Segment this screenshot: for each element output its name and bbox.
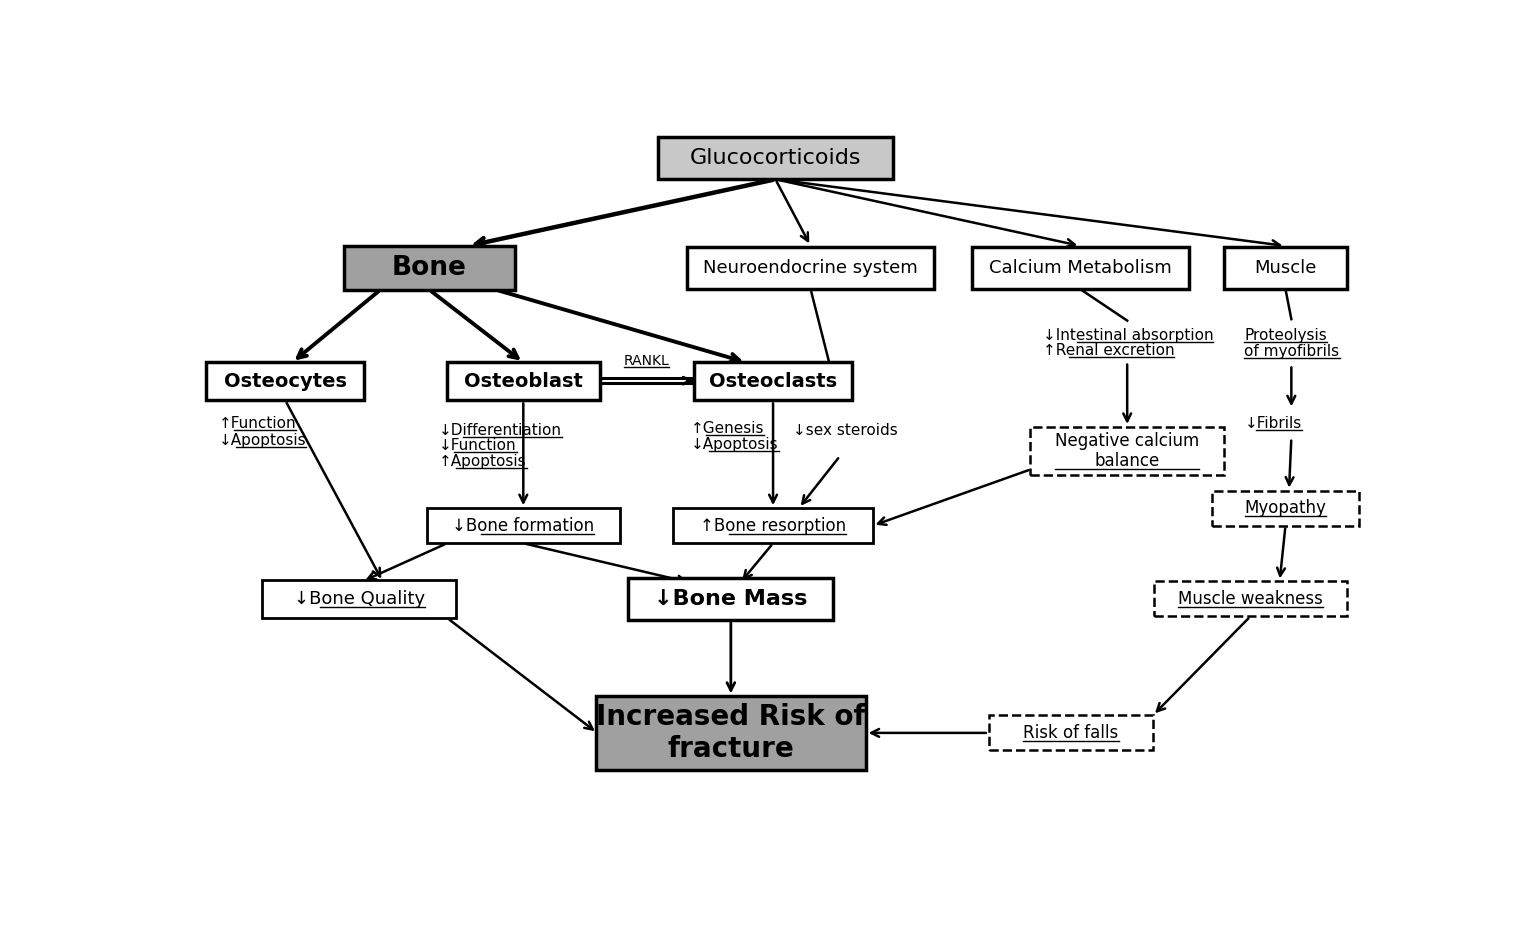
Text: Risk of falls: Risk of falls	[1023, 724, 1118, 742]
Text: ↓Bone Mass: ↓Bone Mass	[654, 589, 808, 609]
FancyBboxPatch shape	[673, 508, 873, 543]
Text: Proteolysis: Proteolysis	[1244, 328, 1327, 343]
FancyBboxPatch shape	[628, 577, 834, 620]
Text: ↓sex steroids: ↓sex steroids	[793, 423, 899, 438]
Text: ↓Function: ↓Function	[439, 438, 516, 454]
Text: ↓Bone Quality: ↓Bone Quality	[294, 590, 425, 608]
FancyBboxPatch shape	[658, 137, 893, 180]
Text: ↑Genesis: ↑Genesis	[691, 421, 764, 437]
Text: of myofibrils: of myofibrils	[1244, 344, 1339, 359]
FancyBboxPatch shape	[345, 246, 514, 290]
FancyBboxPatch shape	[694, 362, 852, 400]
FancyBboxPatch shape	[427, 508, 620, 543]
Text: Calcium Metabolism: Calcium Metabolism	[990, 259, 1171, 277]
Text: ↓Bone formation: ↓Bone formation	[452, 516, 595, 534]
FancyBboxPatch shape	[687, 246, 934, 289]
Text: ↑Bone resorption: ↑Bone resorption	[701, 516, 846, 534]
FancyBboxPatch shape	[990, 715, 1153, 750]
Text: Osteocytes: Osteocytes	[224, 372, 346, 391]
Text: ↓Apoptosis: ↓Apoptosis	[218, 434, 306, 448]
FancyBboxPatch shape	[596, 696, 865, 769]
Text: Muscle: Muscle	[1254, 259, 1316, 277]
Text: ↑Apoptosis: ↑Apoptosis	[439, 454, 527, 469]
Text: ↑Function: ↑Function	[218, 416, 297, 431]
Text: Glucocorticoids: Glucocorticoids	[690, 148, 861, 168]
FancyBboxPatch shape	[1212, 491, 1359, 526]
Text: Muscle weakness: Muscle weakness	[1177, 590, 1322, 608]
FancyBboxPatch shape	[971, 246, 1189, 289]
Text: Myopathy: Myopathy	[1245, 499, 1327, 517]
Text: Increased Risk of
fracture: Increased Risk of fracture	[596, 703, 865, 763]
FancyBboxPatch shape	[1030, 427, 1224, 475]
Text: ↑Renal excretion: ↑Renal excretion	[1042, 343, 1174, 359]
Text: Osteoblast: Osteoblast	[464, 372, 583, 391]
FancyBboxPatch shape	[1153, 581, 1347, 616]
FancyBboxPatch shape	[206, 362, 365, 400]
Text: ↓Differentiation: ↓Differentiation	[439, 423, 561, 438]
Text: Bone: Bone	[392, 255, 468, 281]
FancyBboxPatch shape	[1224, 246, 1347, 289]
Text: RANKL: RANKL	[623, 354, 669, 368]
Text: Osteoclasts: Osteoclasts	[710, 372, 837, 391]
Text: ↓Intestinal absorption: ↓Intestinal absorption	[1042, 328, 1213, 342]
Text: ↓Apoptosis: ↓Apoptosis	[691, 437, 779, 452]
FancyBboxPatch shape	[448, 362, 599, 400]
Text: Neuroendocrine system: Neuroendocrine system	[704, 259, 918, 277]
Text: ↓Fibrils: ↓Fibrils	[1244, 417, 1301, 432]
FancyBboxPatch shape	[262, 580, 455, 618]
Text: Negative calcium
balance: Negative calcium balance	[1055, 432, 1200, 471]
